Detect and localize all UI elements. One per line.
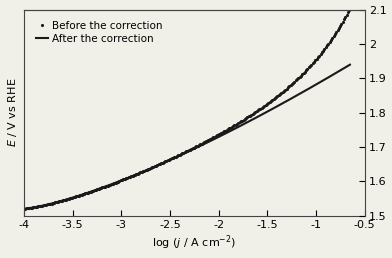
Before the correction xyxy=(348,7,352,10)
Before the correction xyxy=(289,83,294,86)
Line: Before the correction: Before the correction xyxy=(22,7,352,210)
After the correction xyxy=(289,97,294,100)
Before the correction xyxy=(176,154,181,157)
Line: After the correction: After the correction xyxy=(24,65,350,209)
After the correction xyxy=(340,68,345,71)
After the correction xyxy=(176,154,181,157)
After the correction xyxy=(22,207,27,210)
X-axis label: log ($j$ / A cm$^{-2}$): log ($j$ / A cm$^{-2}$) xyxy=(152,234,236,252)
After the correction xyxy=(216,136,220,139)
Legend: Before the correction, After the correction: Before the correction, After the correct… xyxy=(30,16,168,49)
Y-axis label: $E$ / V vs RHE: $E$ / V vs RHE xyxy=(5,78,18,147)
Before the correction xyxy=(340,21,345,24)
Before the correction xyxy=(216,133,220,136)
Before the correction xyxy=(22,207,27,210)
After the correction xyxy=(178,154,183,157)
After the correction xyxy=(348,63,352,66)
After the correction xyxy=(198,144,203,147)
Before the correction xyxy=(178,152,183,156)
Before the correction xyxy=(198,143,203,146)
